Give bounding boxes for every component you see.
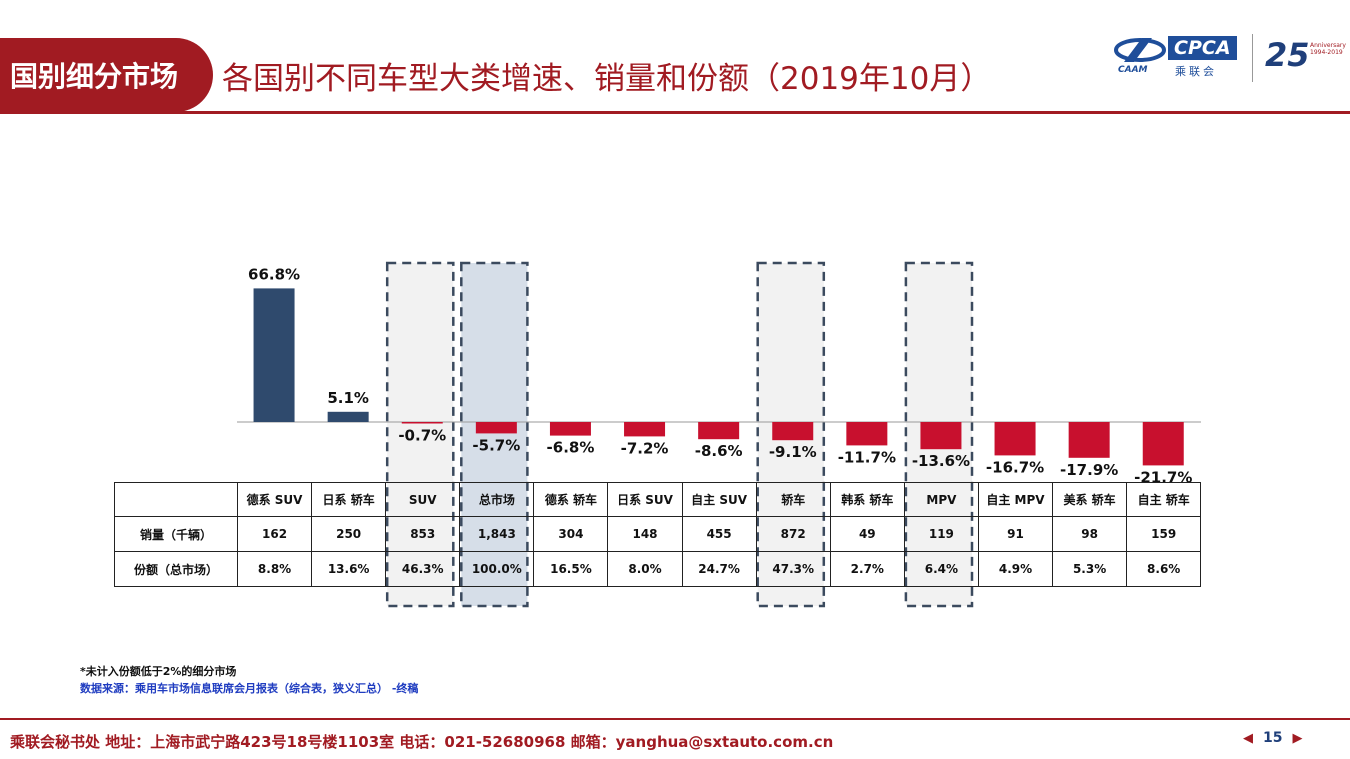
table-cell: 91 xyxy=(977,516,1054,552)
table-header-cell: 德系 轿车 xyxy=(533,482,609,517)
table-cell: 159 xyxy=(1126,516,1202,552)
bar-value-label: 66.8% xyxy=(248,265,300,283)
table-cell: 8.8% xyxy=(236,551,313,587)
table-row-sales: 销量（千辆） 162 250 853 1,843 304 148 455 872 49 119 91… xyxy=(114,516,1202,552)
page-number: 15 xyxy=(1263,730,1283,746)
table-cell: 5.3% xyxy=(1052,551,1128,587)
table-header-cell: 轿车 xyxy=(755,482,831,517)
table-header-cell: 德系 SUV xyxy=(236,482,313,517)
table-cell: 24.7% xyxy=(681,551,757,587)
bar xyxy=(624,422,666,437)
table-cell: 872 xyxy=(755,516,831,552)
bar xyxy=(994,422,1036,456)
bar xyxy=(846,422,888,446)
table-cell: 455 xyxy=(681,516,757,552)
table-cell: 47.3% xyxy=(755,551,831,587)
table-cell: 162 xyxy=(236,516,313,552)
table-cell: 119 xyxy=(903,516,979,552)
bar-value-label: -8.6% xyxy=(695,442,743,460)
table-cell: 98 xyxy=(1052,516,1128,552)
table-cell: 304 xyxy=(533,516,609,552)
bar xyxy=(772,422,814,441)
table-header-cell: 自主 SUV xyxy=(681,482,757,517)
table-header-cell: 日系 轿车 xyxy=(311,482,387,517)
cpca-logo-subtext: 乘联会 xyxy=(1175,65,1217,78)
bar xyxy=(698,422,740,440)
bar xyxy=(1142,422,1184,466)
table-corner-cell xyxy=(114,482,238,517)
pager: ◀ 15 ▶ xyxy=(1243,730,1302,746)
caam-logo-text: CAAM xyxy=(1118,65,1148,75)
table-header-cell: 美系 轿车 xyxy=(1052,482,1128,517)
table-header-cell: SUV xyxy=(385,482,461,517)
table-cell: 148 xyxy=(607,516,683,552)
table-header-row: 德系 SUV 日系 轿车 SUV 总市场 德系 轿车 日系 SUV 自主 SUV 轿车 韩系 轿… xyxy=(114,482,1202,517)
table-cell: 8.0% xyxy=(607,551,683,587)
table-cell: 46.3% xyxy=(385,551,461,587)
bar xyxy=(1068,422,1110,458)
bar-value-label: -17.9% xyxy=(1060,461,1118,479)
anniversary-text: Anniversary 1994-2019 xyxy=(1310,42,1346,56)
bar xyxy=(253,288,295,422)
table-cell: 4.9% xyxy=(977,551,1054,587)
table-cell: 1,843 xyxy=(459,516,535,552)
table-cell: 2.7% xyxy=(829,551,905,587)
bar-value-label: -21.7% xyxy=(1134,468,1192,486)
table-cell: 853 xyxy=(385,516,461,552)
table-row-label: 销量（千辆） xyxy=(114,516,238,552)
header-divider xyxy=(0,111,1350,114)
table-header-cell: MPV xyxy=(903,482,979,517)
table-cell: 16.5% xyxy=(533,551,609,587)
table-cell: 13.6% xyxy=(311,551,387,587)
table-header-cell: 自主 MPV xyxy=(977,482,1054,517)
bar-value-label: -16.7% xyxy=(986,458,1044,476)
prev-page-icon[interactable]: ◀ xyxy=(1243,731,1253,746)
table-row-label: 份额（总市场） xyxy=(114,551,238,587)
table-header-cell: 总市场 xyxy=(459,482,535,517)
cpca-logo-text: CPCA xyxy=(1168,36,1237,60)
logo-divider xyxy=(1252,34,1253,82)
bar xyxy=(549,422,591,436)
table-cell: 250 xyxy=(311,516,387,552)
table-cell: 6.4% xyxy=(903,551,979,587)
footer-contact: 乘联会秘书处 地址：上海市武宁路423号18号楼1103室 电话：021-526… xyxy=(10,733,834,751)
table-cell: 49 xyxy=(829,516,905,552)
bar xyxy=(401,422,443,424)
section-tag xyxy=(0,38,213,112)
bar xyxy=(327,411,369,422)
footnote: *未计入份额低于2%的细分市场 xyxy=(80,665,237,678)
bar-value-label: -11.7% xyxy=(838,448,896,466)
table-header-cell: 日系 SUV xyxy=(607,482,683,517)
bar-value-label: -9.1% xyxy=(769,443,817,461)
footer-divider xyxy=(0,718,1350,720)
bar-value-label: -5.7% xyxy=(472,436,520,454)
table-cell: 8.6% xyxy=(1126,551,1202,587)
bar-value-label: -13.6% xyxy=(912,452,970,470)
data-source: 数据来源：乘用车市场信息联席会月报表（综合表，狭义汇总） -终稿 xyxy=(80,682,419,695)
table-header-cell: 韩系 轿车 xyxy=(829,482,905,517)
table-header-cell: 自主 轿车 xyxy=(1126,482,1202,517)
page-title: 各国别不同车型大类增速、销量和份额（2019年10月） xyxy=(222,61,992,97)
bar xyxy=(920,422,962,450)
table-row-share: 份额（总市场） 8.8% 13.6% 46.3% 100.0% 16.5% 8.0% 24.… xyxy=(114,551,1202,587)
bar-value-label: 5.1% xyxy=(327,389,369,407)
data-table: 德系 SUV 日系 轿车 SUV 总市场 德系 轿车 日系 SUV 自主 SUV 轿车 韩系 轿… xyxy=(114,482,1202,587)
anniversary-number: 25 xyxy=(1265,36,1310,74)
bar-value-label: -0.7% xyxy=(398,426,446,444)
bar-value-label: -7.2% xyxy=(621,439,669,457)
section-tag-label: 国别细分市场 xyxy=(10,60,179,93)
caam-swoosh-icon xyxy=(1114,38,1166,62)
table-cell: 100.0% xyxy=(459,551,535,587)
bar-value-label: -6.8% xyxy=(547,439,595,457)
next-page-icon[interactable]: ▶ xyxy=(1292,731,1303,746)
bar xyxy=(475,422,517,434)
